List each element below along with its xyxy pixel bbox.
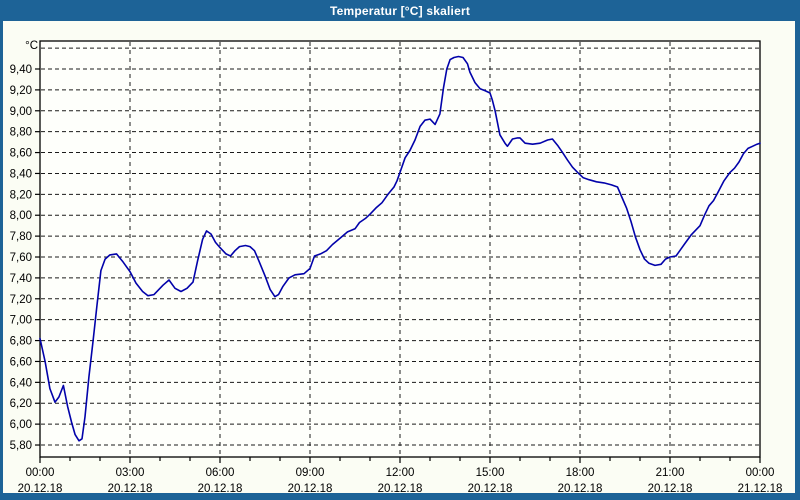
window-titlebar[interactable]: Temperatur [°C] skaliert <box>0 0 800 21</box>
window-title: Temperatur [°C] skaliert <box>329 3 471 18</box>
chart-client-area <box>3 21 795 493</box>
